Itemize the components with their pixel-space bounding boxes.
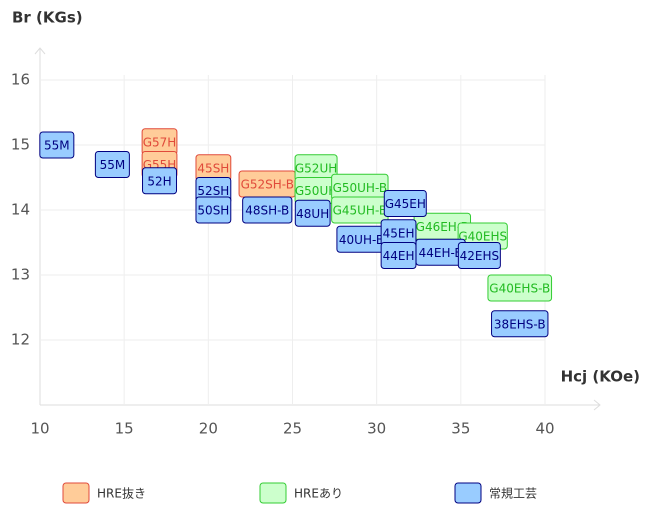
point-label: 52SH bbox=[197, 184, 229, 198]
point-label: 38EHS-B bbox=[494, 317, 546, 331]
x-tick-label: 20 bbox=[199, 420, 218, 438]
legend-swatch bbox=[62, 482, 90, 504]
point-label: 48UH bbox=[296, 207, 329, 221]
x-axis-title: Hcj (KOe) bbox=[561, 368, 640, 386]
point-label: 42EHS bbox=[460, 249, 500, 263]
point-label: G40EHS bbox=[458, 230, 507, 244]
point-box bbox=[242, 196, 293, 224]
point-label: G40EHS-B bbox=[489, 282, 550, 296]
point-label: 48SH-B bbox=[245, 204, 289, 218]
point-label: 45EH bbox=[383, 226, 415, 240]
x-tick-label: 35 bbox=[451, 420, 470, 438]
point-label: 44EH bbox=[383, 249, 415, 263]
point-box bbox=[142, 167, 178, 195]
x-axis-arrow bbox=[593, 399, 601, 411]
y-tick-label: 16 bbox=[11, 71, 30, 89]
point-label: G45EH bbox=[385, 197, 426, 211]
point-label: G50UH bbox=[295, 184, 337, 198]
point-label: 52H bbox=[147, 174, 171, 188]
x-tick-label: 15 bbox=[115, 420, 134, 438]
point-box bbox=[383, 190, 427, 217]
point-label: 55M bbox=[100, 158, 126, 172]
legend-label: HREあり bbox=[294, 487, 343, 501]
point-box bbox=[491, 310, 549, 338]
x-tick-label: 40 bbox=[535, 420, 554, 438]
legend-swatch bbox=[454, 482, 482, 504]
point-box bbox=[39, 131, 75, 159]
y-axis-arrow bbox=[34, 47, 46, 55]
y-tick-label: 14 bbox=[11, 201, 30, 219]
y-tick-label: 15 bbox=[11, 136, 30, 154]
point-label: G52UH bbox=[295, 161, 337, 175]
legend-label: 常規工芸 bbox=[489, 486, 537, 501]
point-label: 50SH bbox=[197, 204, 229, 218]
point-label: G57H bbox=[143, 135, 177, 149]
point-label: 40UH-B bbox=[339, 233, 384, 247]
legend-swatch bbox=[259, 482, 287, 504]
y-axis-title: Br (KGs) bbox=[12, 9, 83, 27]
point-label: 44EH-B bbox=[419, 246, 463, 260]
legend-label: HRE抜き bbox=[97, 487, 146, 501]
x-tick-label: 25 bbox=[283, 420, 302, 438]
point-label: 45SH bbox=[197, 161, 229, 175]
y-tick-label: 12 bbox=[11, 331, 30, 349]
point-label: G52SH-B bbox=[241, 178, 294, 192]
point-label: G45UH-B bbox=[333, 204, 388, 218]
point-box bbox=[195, 196, 232, 224]
point-label: 55M bbox=[44, 139, 70, 153]
point-box bbox=[487, 274, 553, 302]
x-tick-label: 30 bbox=[367, 420, 386, 438]
point-box bbox=[457, 242, 501, 269]
point-box bbox=[294, 199, 331, 227]
point-box bbox=[94, 151, 130, 178]
x-tick-label: 10 bbox=[30, 420, 49, 438]
y-tick-label: 13 bbox=[11, 266, 30, 284]
point-label: G50UH-B bbox=[333, 181, 388, 195]
point-label: G46EH-B bbox=[416, 220, 469, 234]
